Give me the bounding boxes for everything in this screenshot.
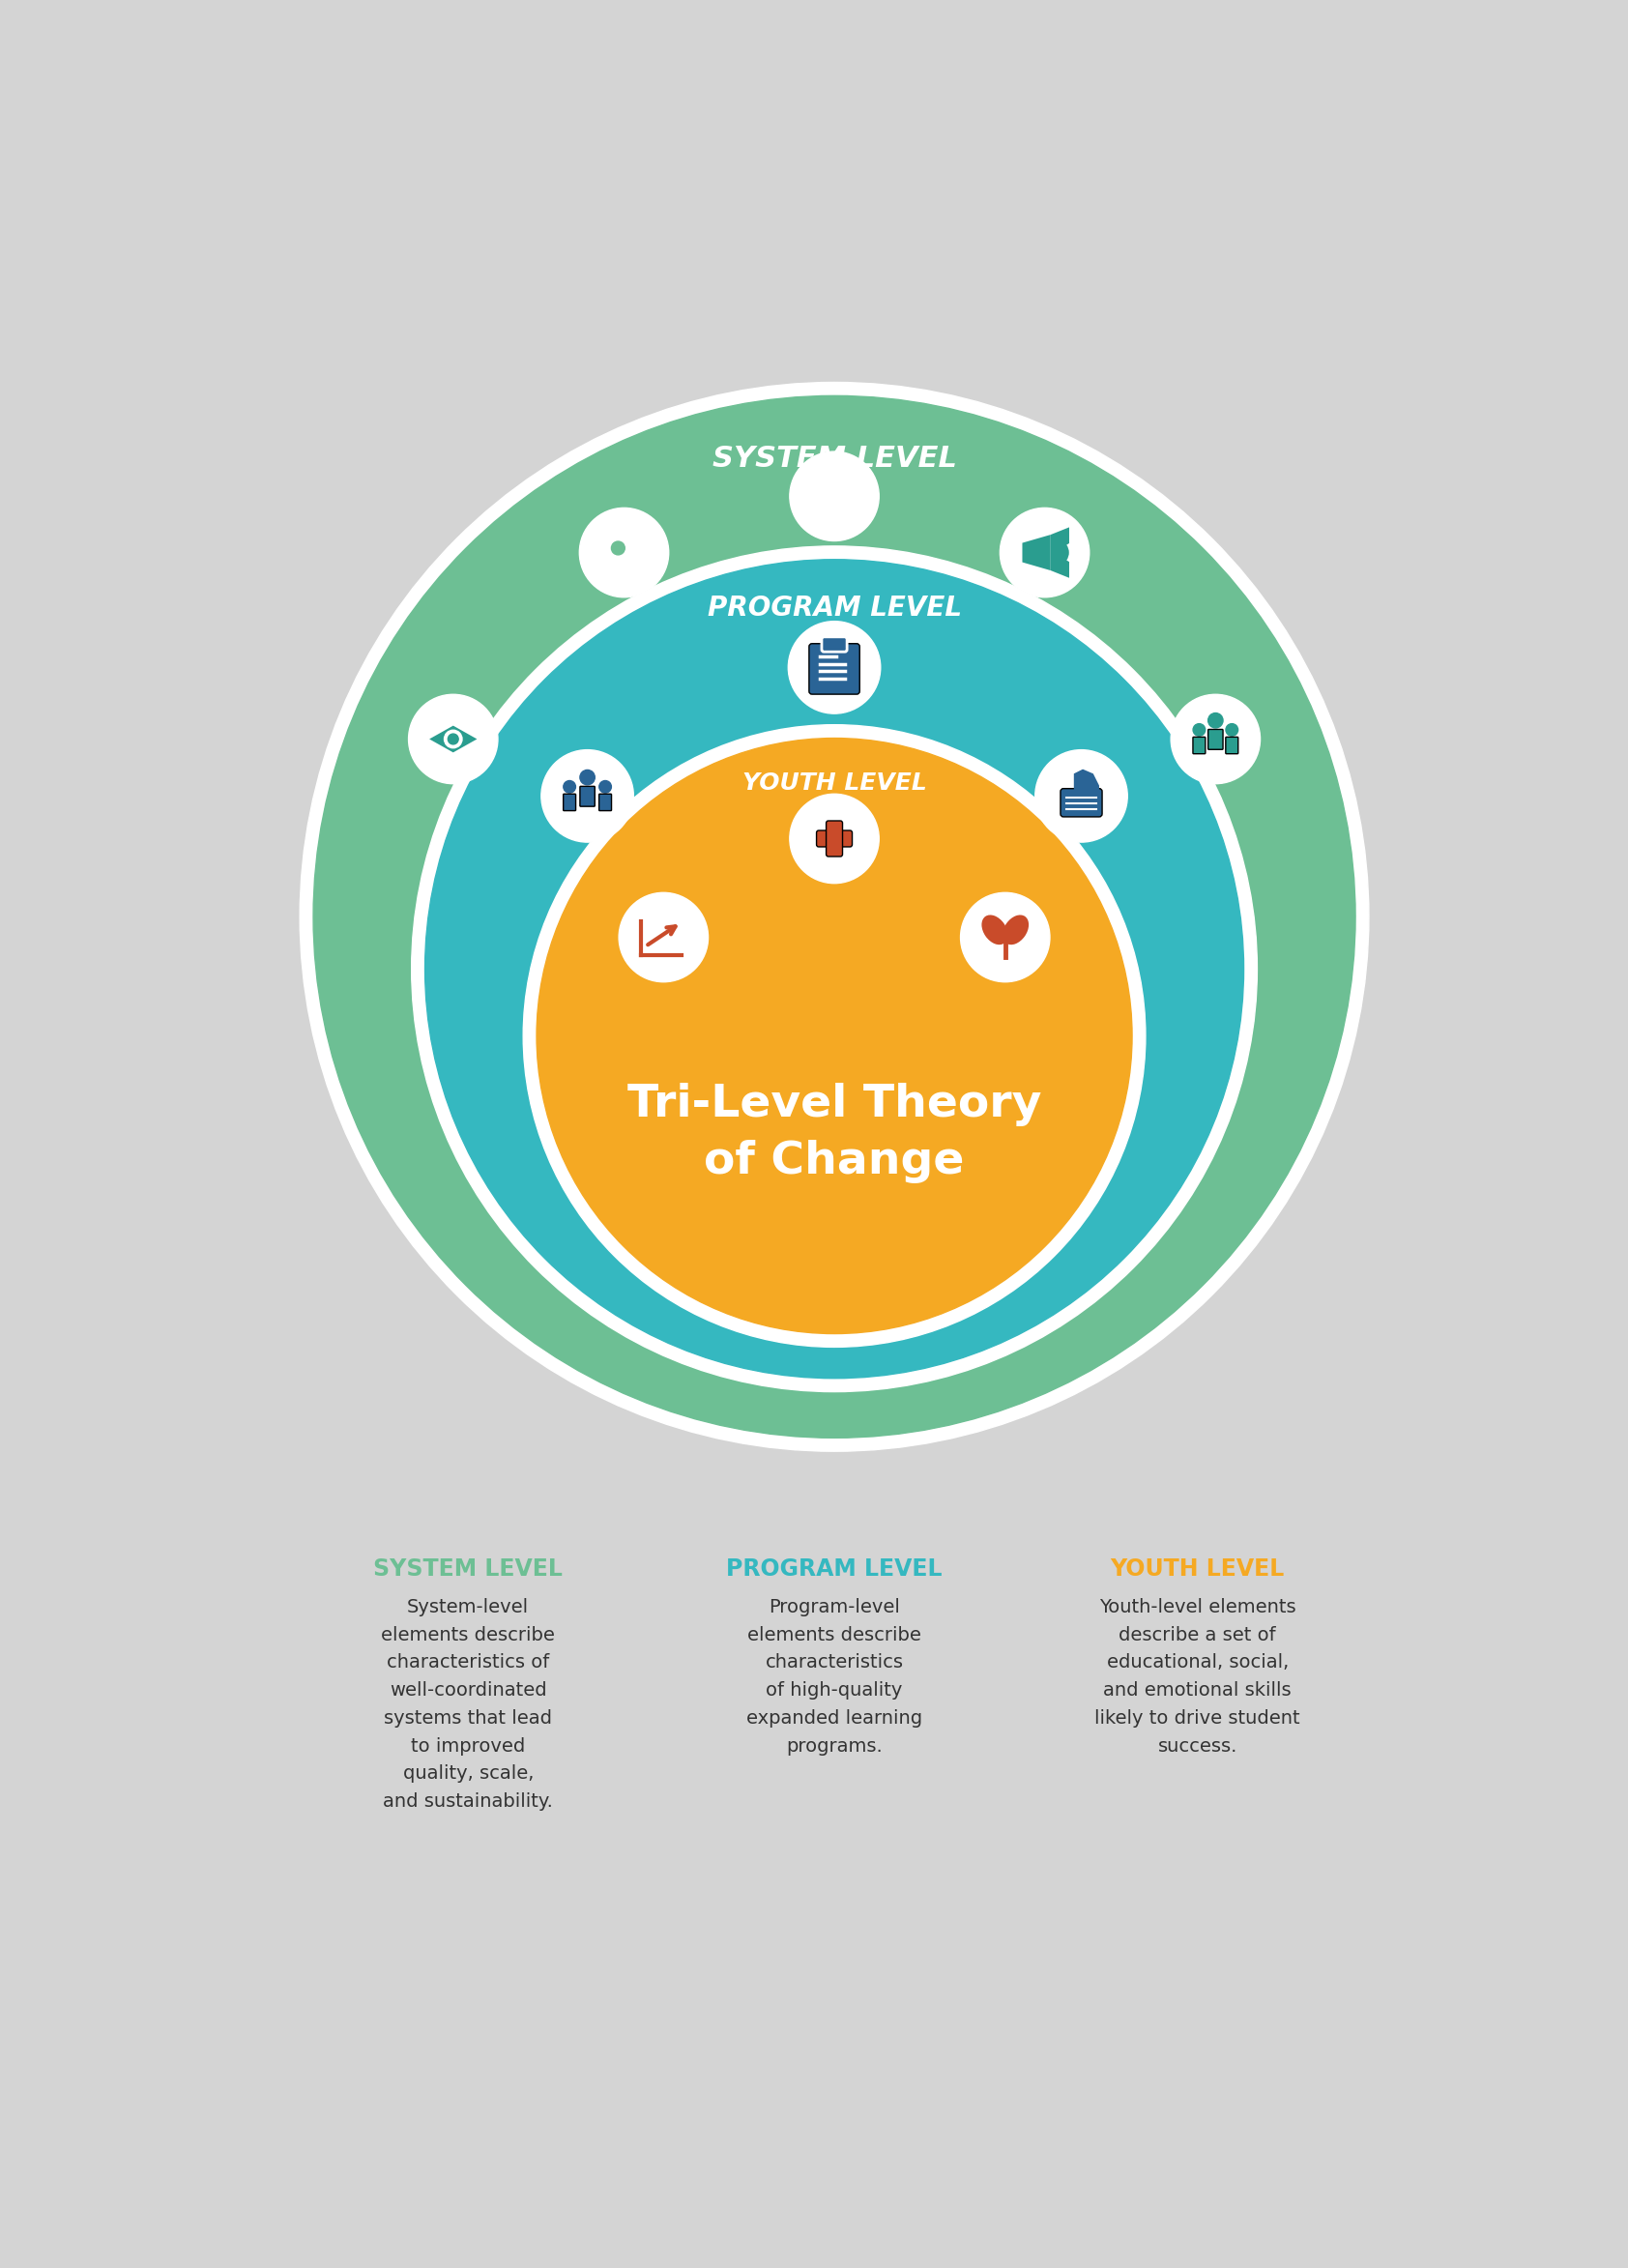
Circle shape	[1226, 723, 1237, 735]
Circle shape	[409, 694, 498, 785]
FancyBboxPatch shape	[563, 794, 576, 810]
Circle shape	[425, 560, 1244, 1379]
Circle shape	[1193, 723, 1205, 735]
Circle shape	[580, 508, 669, 596]
Circle shape	[412, 547, 1257, 1393]
FancyBboxPatch shape	[817, 830, 851, 846]
Text: YOUTH LEVEL: YOUTH LEVEL	[1110, 1558, 1284, 1581]
Circle shape	[537, 737, 1131, 1334]
Circle shape	[540, 751, 633, 841]
Polygon shape	[430, 726, 477, 753]
Circle shape	[523, 726, 1146, 1347]
Ellipse shape	[1003, 914, 1029, 946]
Text: YOUTH LEVEL: YOUTH LEVEL	[742, 771, 926, 794]
Text: System-level
elements describe
characteristics of
well-coordinated
systems that : System-level elements describe character…	[381, 1599, 555, 1810]
FancyBboxPatch shape	[809, 644, 860, 694]
Text: Tri-Level Theory
of Change: Tri-Level Theory of Change	[627, 1082, 1042, 1184]
Circle shape	[448, 735, 459, 744]
Polygon shape	[1022, 535, 1050, 572]
FancyBboxPatch shape	[580, 787, 594, 807]
FancyBboxPatch shape	[1208, 730, 1223, 748]
Text: PROGRAM LEVEL: PROGRAM LEVEL	[726, 1558, 943, 1581]
Text: PROGRAM LEVEL: PROGRAM LEVEL	[707, 594, 962, 621]
Circle shape	[790, 451, 879, 540]
FancyBboxPatch shape	[822, 637, 847, 651]
Circle shape	[300, 383, 1369, 1452]
Circle shape	[1171, 694, 1260, 785]
FancyBboxPatch shape	[825, 821, 843, 857]
Circle shape	[444, 730, 462, 748]
Text: SYSTEM LEVEL: SYSTEM LEVEL	[711, 445, 957, 474]
Text: Youth-level elements
describe a set of
educational, social,
and emotional skills: Youth-level elements describe a set of e…	[1096, 1599, 1301, 1755]
Circle shape	[599, 780, 612, 794]
FancyBboxPatch shape	[1193, 737, 1205, 753]
Circle shape	[619, 894, 708, 982]
Circle shape	[313, 395, 1356, 1438]
Text: Program-level
elements describe
characteristics
of high-quality
expanded learnin: Program-level elements describe characte…	[746, 1599, 923, 1755]
Polygon shape	[1050, 526, 1070, 578]
Text: SYSTEM LEVEL: SYSTEM LEVEL	[373, 1558, 563, 1581]
Circle shape	[1035, 751, 1128, 841]
Circle shape	[1208, 712, 1223, 728]
Polygon shape	[1074, 769, 1099, 792]
Ellipse shape	[982, 914, 1008, 946]
Circle shape	[1000, 508, 1089, 596]
Circle shape	[563, 780, 576, 794]
Circle shape	[612, 542, 625, 556]
Circle shape	[788, 621, 881, 714]
Circle shape	[580, 769, 594, 785]
FancyBboxPatch shape	[1060, 789, 1102, 816]
Circle shape	[790, 794, 879, 882]
Circle shape	[961, 894, 1050, 982]
FancyBboxPatch shape	[1226, 737, 1239, 753]
FancyBboxPatch shape	[599, 794, 612, 810]
